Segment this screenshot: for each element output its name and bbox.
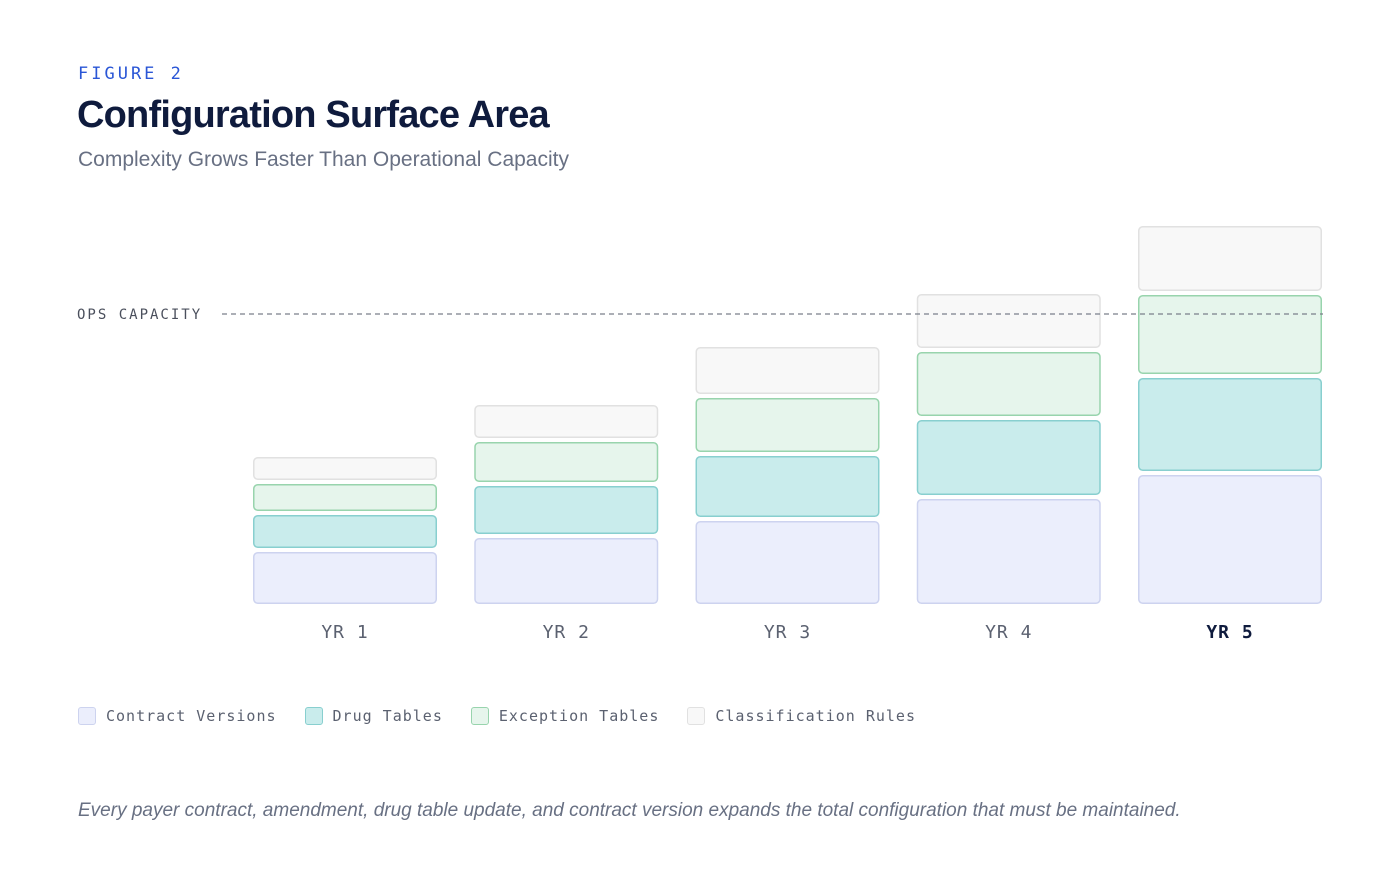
- x-tick-label-yr-4: YR 4: [985, 622, 1032, 643]
- chart-legend: Contract Versions Drug Tables Exception …: [78, 707, 944, 725]
- legend-item-drug-tables: Drug Tables: [304, 707, 443, 725]
- bar-yr-1-contract-versions: [253, 552, 437, 604]
- bar-yr-4-exception-tables: [916, 352, 1101, 416]
- bar-yr-5-contract-versions: [1138, 475, 1322, 604]
- chart-footnote: Every payer contract, amendment, drug ta…: [78, 800, 1181, 821]
- bar-yr-3-exception-tables: [695, 398, 880, 452]
- bar-yr-4-drug-tables: [916, 420, 1101, 495]
- bar-yr-4-contract-versions: [916, 499, 1101, 604]
- x-tick-label-yr-2: YR 2: [543, 622, 590, 643]
- bar-yr-2-classification-rules: [474, 405, 659, 438]
- figure-label: FIGURE 2: [78, 64, 184, 84]
- ops-capacity-label: OPS CAPACITY: [77, 307, 202, 323]
- legend-label-drug-tables: Drug Tables: [332, 707, 443, 725]
- bar-yr-1-drug-tables: [253, 515, 437, 548]
- bar-yr-2-contract-versions: [474, 538, 659, 604]
- bar-yr-2-exception-tables: [474, 442, 659, 482]
- stacked-bar-chart: YR 1 YR 2 YR 3 YR 4 YR 5 OPS CAPACITY: [77, 226, 1323, 643]
- bar-yr-3-contract-versions: [695, 521, 880, 604]
- legend-label-classification-rules: Classification Rules: [715, 707, 916, 725]
- bar-yr-2-drug-tables: [474, 486, 659, 534]
- legend-item-exception-tables: Exception Tables: [470, 707, 660, 725]
- legend-swatch-contract-versions: [78, 707, 96, 725]
- x-tick-label-yr-5: YR 5: [1206, 622, 1253, 643]
- legend-swatch-exception-tables: [470, 707, 489, 725]
- bar-yr-1-exception-tables: [253, 484, 437, 511]
- legend-item-contract-versions: Contract Versions: [78, 707, 277, 725]
- bar-yr-4-classification-rules: [916, 294, 1101, 348]
- bar-yr-5-exception-tables: [1138, 295, 1322, 374]
- legend-item-classification-rules: Classification Rules: [687, 707, 916, 725]
- bar-yr-3-classification-rules: [695, 347, 880, 394]
- chart-title: Configuration Surface Area: [77, 94, 550, 136]
- chart-subtitle: Complexity Grows Faster Than Operational…: [78, 148, 569, 171]
- bar-yr-1-classification-rules: [253, 457, 437, 480]
- legend-label-contract-versions: Contract Versions: [106, 707, 277, 725]
- legend-swatch-drug-tables: [304, 707, 323, 725]
- bar-yr-3-drug-tables: [695, 456, 880, 517]
- legend-label-exception-tables: Exception Tables: [498, 707, 660, 725]
- x-tick-label-yr-1: YR 1: [321, 622, 368, 643]
- legend-swatch-classification-rules: [687, 707, 706, 725]
- bar-yr-5-classification-rules: [1138, 226, 1322, 291]
- bar-yr-5-drug-tables: [1138, 378, 1322, 471]
- x-tick-label-yr-3: YR 3: [764, 622, 811, 643]
